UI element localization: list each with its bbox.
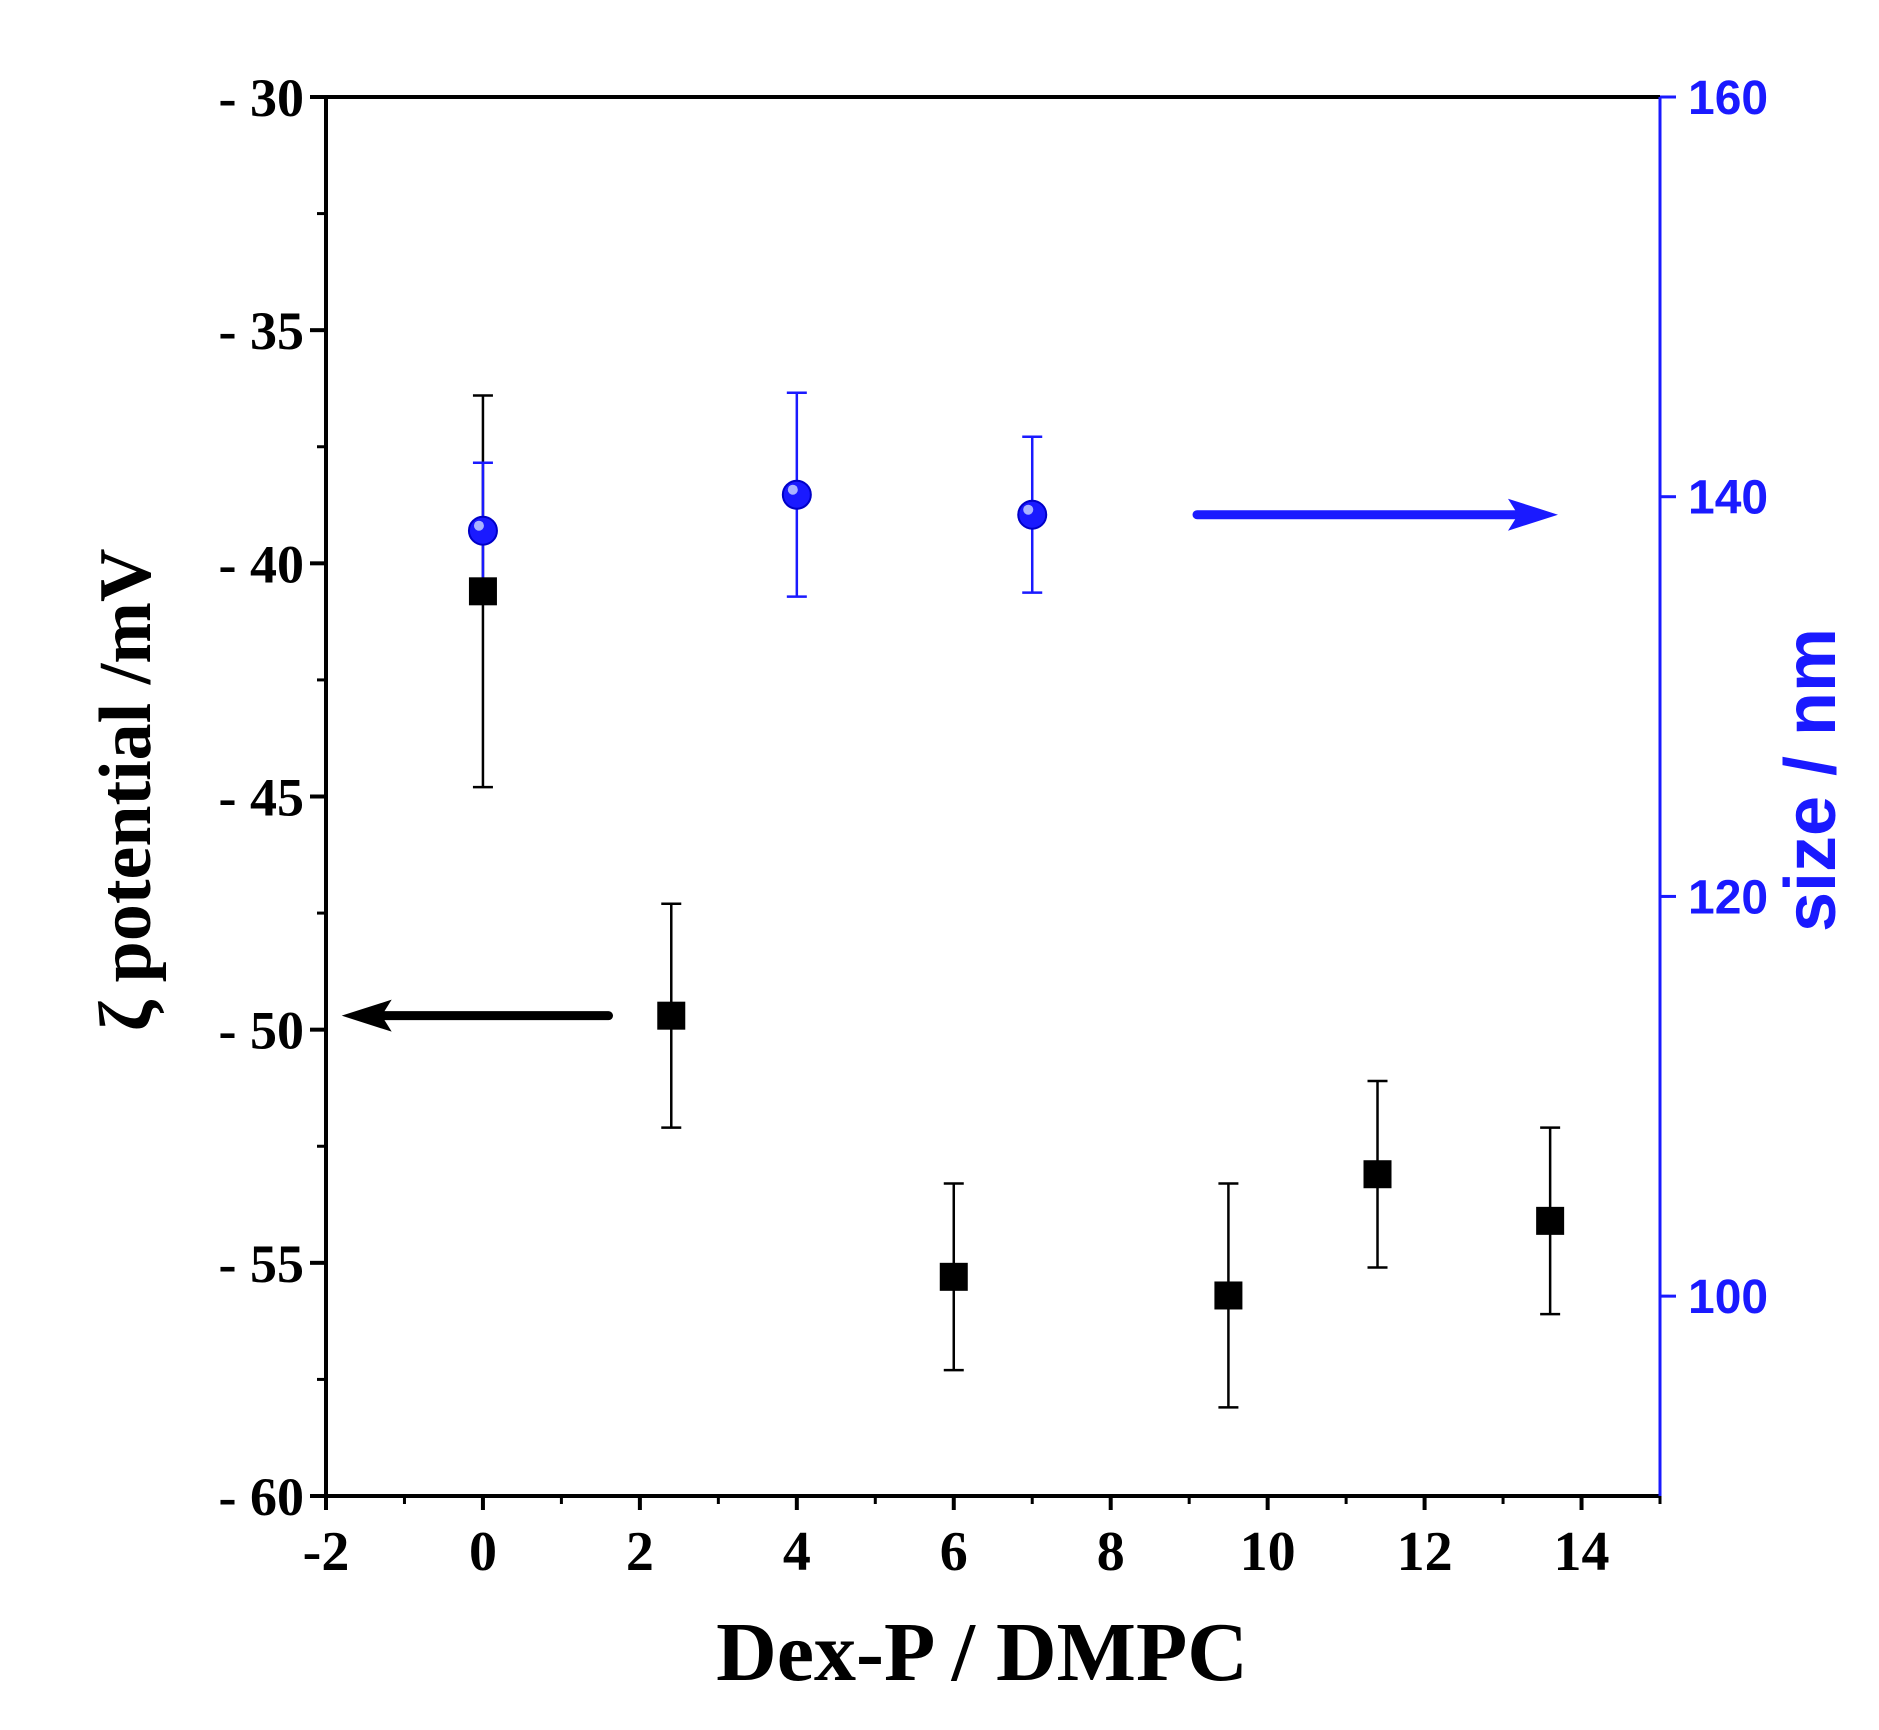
x-tick-label: 12 (1397, 1521, 1453, 1583)
y-left-tick-label: - 35 (219, 301, 304, 361)
zeta-point-marker (468, 577, 497, 606)
x-tick-label: 8 (1097, 1521, 1125, 1583)
x-axis-label: Dex-P / DMPC (716, 1606, 1248, 1699)
y-left-tick-label: - 55 (219, 1234, 304, 1294)
y-left-tick-label: - 45 (219, 768, 304, 828)
zeta-point-marker (657, 1001, 686, 1030)
x-tick-label: 4 (783, 1521, 811, 1583)
x-tick-label: 2 (626, 1521, 654, 1583)
x-tick-label: 0 (469, 1521, 497, 1583)
y-right-tick-label: 120 (1688, 871, 1768, 924)
zeta-point-marker (1363, 1160, 1392, 1189)
zeta-point-marker (1536, 1206, 1565, 1235)
size-point-marker (1017, 499, 1048, 530)
y-left-tick-label: - 60 (219, 1467, 304, 1527)
y-right-tick-label: 160 (1688, 72, 1768, 125)
x-tick-label: 10 (1240, 1521, 1296, 1583)
y-left-tick-label: - 30 (219, 68, 304, 128)
data-points (467, 479, 1565, 1310)
x-tick-label: -2 (303, 1521, 350, 1583)
x-tick-label: 14 (1554, 1521, 1610, 1583)
right-arrow-head (1507, 498, 1558, 531)
tick-marks (310, 95, 1676, 1510)
size-point-highlight (1023, 504, 1034, 515)
y-axis-left-label: ζ potential /mV (85, 549, 167, 1032)
zeta-point-marker (939, 1262, 968, 1291)
tick-labels: -2 0 2 4 6 8 10 12 14 - 30 - 35 - 40 - 45 - 50 - 55 - 6… (219, 68, 1769, 1583)
size-point-marker (467, 515, 498, 546)
left-arrow-head (341, 999, 392, 1032)
y-left-tick-label: - 40 (219, 534, 304, 594)
y-left-tick-label: - 50 (219, 1001, 304, 1061)
y-axis-right-label: size / nm (1771, 628, 1851, 932)
zeta-point-marker (1214, 1281, 1243, 1310)
size-point-highlight (787, 484, 798, 495)
x-tick-label: 6 (940, 1521, 968, 1583)
axis-arrows (341, 498, 1558, 1032)
size-point-marker (781, 479, 812, 510)
y-right-tick-label: 100 (1688, 1271, 1768, 1324)
y-right-tick-label: 140 (1688, 472, 1768, 525)
size-point-highlight (473, 520, 484, 531)
